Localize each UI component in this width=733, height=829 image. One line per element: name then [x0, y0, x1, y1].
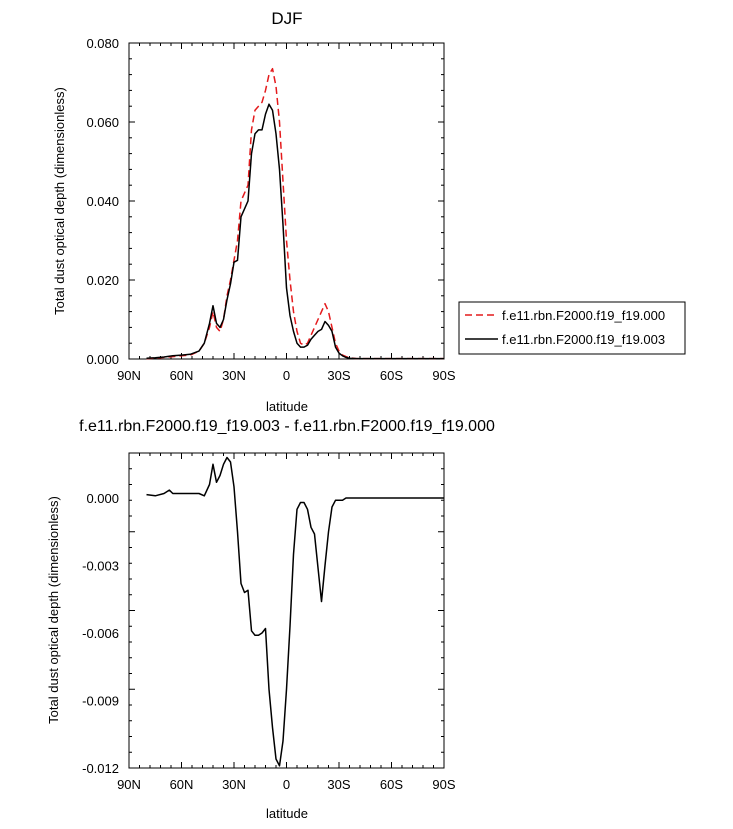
bottom-x-tick-label: 0 [283, 777, 290, 792]
bottom-y-tick-label: -0.003 [82, 559, 119, 574]
bottom-x-tick-label: 60N [170, 777, 194, 792]
bottom-chart: f.e11.rbn.F2000.f19_f19.003 - f.e11.rbn.… [46, 418, 495, 821]
top-x-tick-label: 30N [222, 368, 246, 383]
top-y-axis-label: Total dust optical depth (dimensionless) [52, 87, 67, 315]
top-y-tick-label: 0.000 [86, 352, 119, 367]
top-x-tick-label: 0 [283, 368, 290, 383]
bottom-chart-title: f.e11.rbn.F2000.f19_f19.003 - f.e11.rbn.… [79, 418, 495, 435]
bottom-y-tick-label: -0.012 [82, 761, 119, 776]
top-x-tick-label: 60N [170, 368, 194, 383]
bottom-plot-frame [128, 452, 445, 769]
top-plot-area: 90N 60N 30N 0 30S 60S 90S 0.000 0.020 0.040 0.060 0… [86, 36, 455, 383]
bottom-x-tick-label: 30N [222, 777, 246, 792]
top-x-tick-label: 60S [380, 368, 403, 383]
legend: f.e11.rbn.F2000.f19_f19.000 f.e11.rbn.F2… [458, 301, 686, 355]
top-x-tick-label: 90N [117, 368, 141, 383]
top-y-tick-label: 0.080 [86, 36, 119, 51]
bottom-x-axis-label: latitude [266, 806, 308, 821]
top-y-tick-label: 0.060 [86, 115, 119, 130]
top-plot-frame [128, 42, 445, 360]
bottom-y-axis-label: Total dust optical depth (dimensionless) [46, 496, 61, 724]
top-series-line-1 [146, 67, 444, 360]
top-series-line-2 [146, 103, 444, 360]
bottom-x-tick-label: 30S [327, 777, 350, 792]
legend-label-series-000: f.e11.rbn.F2000.f19_f19.000 [502, 308, 665, 323]
top-x-tick-label: 30S [327, 368, 350, 383]
legend-label-series-003: f.e11.rbn.F2000.f19_f19.003 [502, 332, 665, 347]
top-x-axis-label: latitude [266, 399, 308, 414]
bottom-series-line-1 [146, 456, 444, 767]
bottom-y-tick-label: -0.006 [82, 626, 119, 641]
top-y-tick-label: 0.040 [86, 194, 119, 209]
legend-box [458, 301, 686, 355]
bottom-plot-area: 90N 60N 30N 0 30S 60S 90S -0.012 -0.009 -0.006 -0.… [82, 452, 456, 792]
bottom-y-tick-label: -0.009 [82, 694, 119, 709]
bottom-y-tick-label: 0.000 [86, 491, 119, 506]
bottom-x-tick-label: 60S [380, 777, 403, 792]
top-chart: DJF 90N 60N 30N 0 30S 60S 90S 0.000 0.020 0.040 0.… [52, 9, 456, 414]
top-chart-title: DJF [271, 9, 302, 28]
top-x-tick-label: 90S [432, 368, 455, 383]
bottom-x-tick-label: 90S [432, 777, 455, 792]
bottom-x-tick-label: 90N [117, 777, 141, 792]
top-y-tick-label: 0.020 [86, 273, 119, 288]
